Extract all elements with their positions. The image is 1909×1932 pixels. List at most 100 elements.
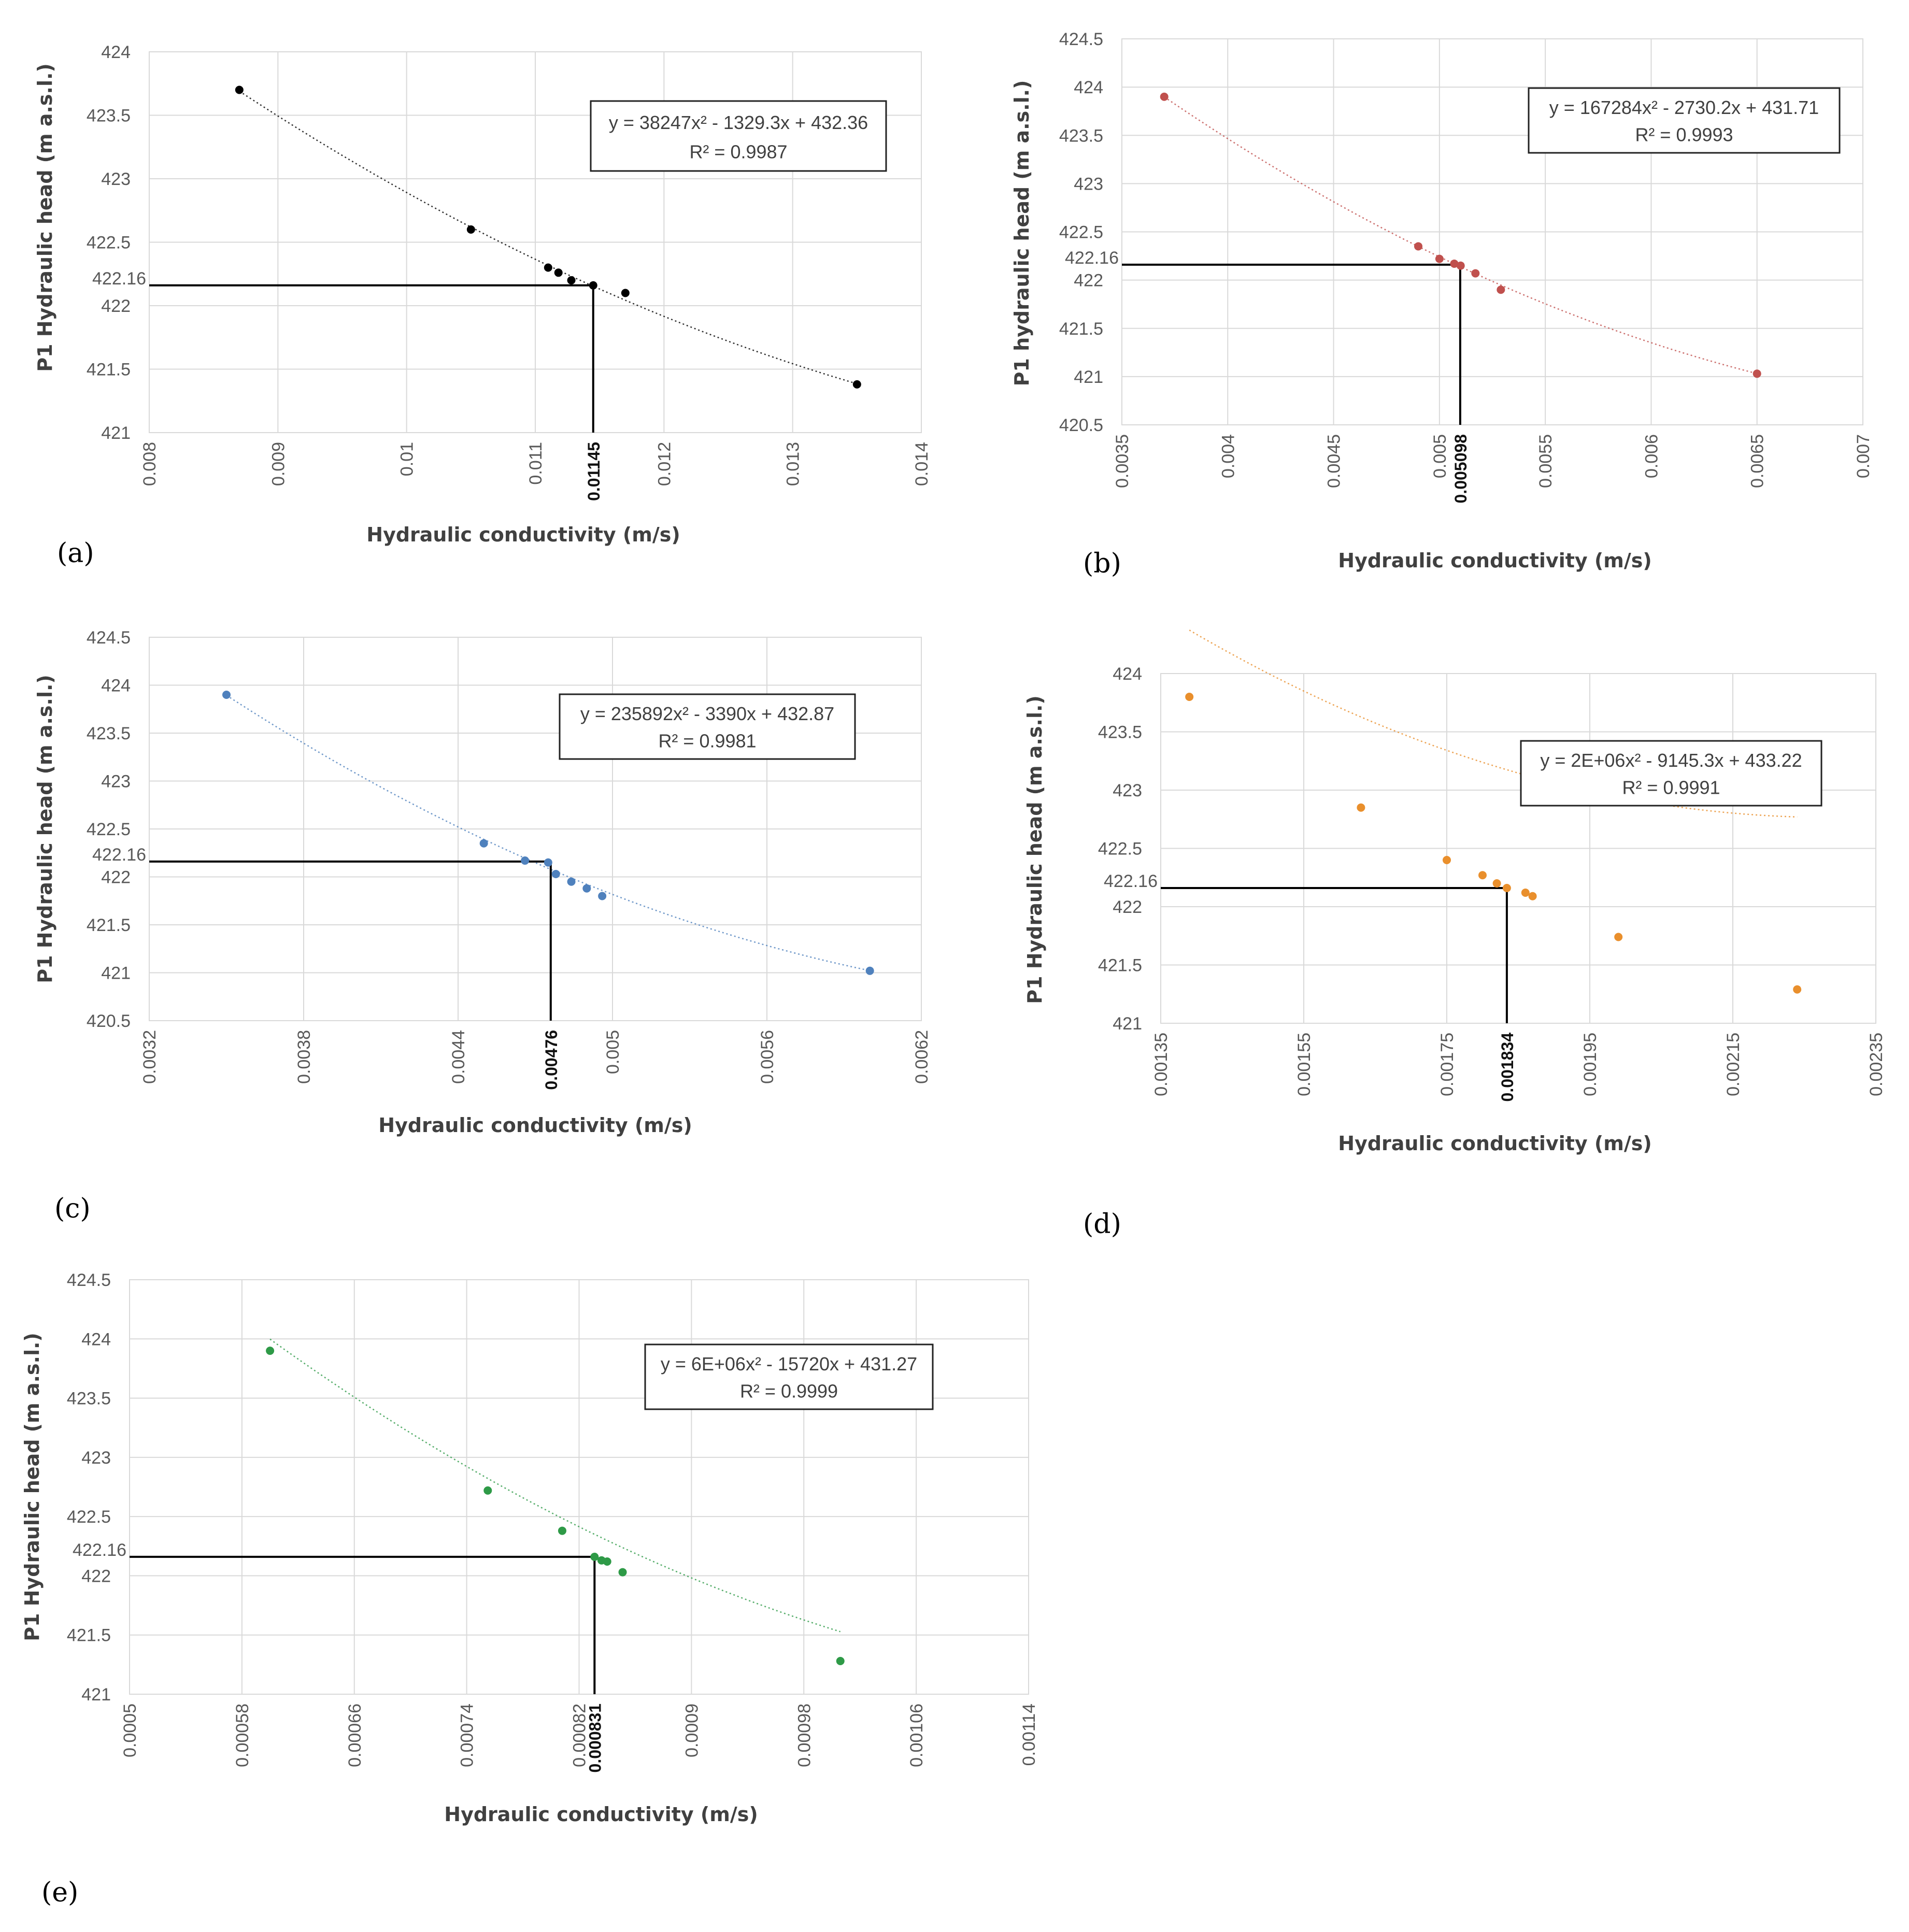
y-tick-label: 423 <box>81 1448 111 1468</box>
data-point <box>1614 933 1623 941</box>
data-point <box>582 884 591 893</box>
x-tick-label: 0.00175 <box>1437 1033 1457 1096</box>
data-point <box>1435 254 1444 263</box>
data-point <box>479 839 488 848</box>
x-tick-label: 0.005 <box>1430 434 1450 478</box>
y-tick-label: 423 <box>1074 174 1103 194</box>
y-tick-label: 423.5 <box>1098 723 1142 742</box>
y-tick-label: 423.5 <box>67 1389 111 1409</box>
equation-box <box>1520 740 1822 807</box>
y-tick-label: 421 <box>1113 1014 1142 1034</box>
x-axis-title: Hydraulic conductivity (m/s) <box>378 1114 692 1137</box>
equation-box <box>1528 87 1841 154</box>
y-tick-label: 422 <box>101 868 131 888</box>
marker-x-label: 0.005098 <box>1451 434 1470 503</box>
data-point <box>590 1552 599 1561</box>
data-point <box>1160 92 1169 101</box>
panel-label: (a) <box>57 538 94 569</box>
y-tick-label: 421 <box>101 423 131 443</box>
equation-box <box>590 100 887 172</box>
data-point <box>266 1347 275 1355</box>
data-point <box>618 1568 627 1577</box>
data-point <box>483 1486 492 1495</box>
data-point <box>222 691 231 699</box>
x-tick-label: 0.0056 <box>758 1030 777 1084</box>
data-point <box>1443 856 1451 864</box>
x-tick-label: 0.00135 <box>1151 1033 1171 1096</box>
data-point <box>598 892 607 900</box>
y-axis-title: P1 Hydraulic head (m a.s.l.) <box>21 1333 44 1641</box>
x-tick-label: 0.00066 <box>345 1704 365 1767</box>
x-tick-label: 0.00098 <box>794 1704 814 1767</box>
y-axis-title: P1 Hydraulic head (m a.s.l.) <box>1023 695 1046 1004</box>
data-point <box>1497 285 1505 294</box>
x-tick-label: 0.00114 <box>1019 1704 1039 1766</box>
marker-x-label: 0.01145 <box>585 442 603 501</box>
trendline <box>239 90 858 384</box>
y-tick-label: 422 <box>1113 897 1142 917</box>
x-tick-label: 0.011 <box>526 442 546 485</box>
trendline <box>269 1338 841 1633</box>
data-point <box>544 858 552 867</box>
trendline-equation: y = 38247x² - 1329.3x + 432.36 <box>609 112 868 133</box>
y-tick-label: 422 <box>1074 271 1103 291</box>
data-point <box>521 856 530 865</box>
data-point <box>554 268 563 277</box>
data-point <box>1521 889 1530 897</box>
y-tick-label: 422.5 <box>1059 223 1103 242</box>
data-point <box>1357 803 1365 812</box>
data-point <box>1185 693 1194 701</box>
data-point <box>1492 879 1501 888</box>
data-point <box>603 1557 611 1566</box>
y-tick-label: 424 <box>81 1329 111 1349</box>
x-tick-label: 0.007 <box>1854 434 1873 478</box>
data-point <box>865 966 874 975</box>
y-tick-label: 424 <box>1113 664 1142 684</box>
x-axis-title: Hydraulic conductivity (m/s) <box>366 523 680 546</box>
data-point <box>551 869 560 878</box>
data-point <box>1414 242 1422 251</box>
x-tick-label: 0.009 <box>268 442 288 486</box>
x-tick-label: 0.0038 <box>294 1030 314 1084</box>
r-squared: R² = 0.9981 <box>658 731 756 752</box>
y-tick-label: 421 <box>101 964 131 983</box>
data-point <box>1793 985 1802 994</box>
y-axis-title: P1 Hydraulic head (m a.s.l.) <box>34 63 56 372</box>
y-tick-label: 422 <box>81 1566 111 1586</box>
x-tick-label: 0.013 <box>783 442 803 486</box>
r-squared: R² = 0.9991 <box>1622 777 1720 798</box>
marker-y-label: 422.16 <box>1065 248 1119 268</box>
marker-x-label: 0.001834 <box>1498 1033 1517 1102</box>
y-tick-label: 423 <box>101 169 131 189</box>
x-tick-label: 0.005 <box>603 1030 623 1074</box>
data-point <box>1502 884 1511 892</box>
panel-label: (e) <box>41 1877 78 1908</box>
data-point <box>836 1657 845 1665</box>
y-tick-label: 422.5 <box>87 233 131 253</box>
x-tick-label: 0.012 <box>654 442 674 486</box>
trendline-equation: y = 2E+06x² - 9145.3x + 433.22 <box>1540 750 1802 771</box>
x-tick-label: 0.00058 <box>233 1704 252 1767</box>
chart-panel-b: 0.0035 0.004 0.0045 0.005 0.0055 0.006 0.0065 0… <box>1010 30 1873 579</box>
data-point <box>589 281 597 290</box>
trendline-equation: y = 235892x² - 3390x + 432.87 <box>580 703 834 724</box>
r-squared: R² = 0.9993 <box>1635 124 1733 146</box>
data-point <box>852 380 861 389</box>
trendline <box>1164 96 1758 375</box>
y-axis-title: P1 hydraulic head (m a.s.l.) <box>1010 80 1033 387</box>
x-tick-label: 0.0035 <box>1113 434 1132 488</box>
trendline-equation: y = 167284x² - 2730.2x + 431.71 <box>1549 97 1819 118</box>
panel-label: (d) <box>1083 1209 1121 1240</box>
y-tick-label: 421 <box>1074 367 1103 387</box>
marker-y-label: 422.16 <box>73 1540 126 1560</box>
y-tick-label: 423.5 <box>87 724 131 743</box>
chart-panel-a: 0.008 0.009 0.01 0.011 0.012 0.013 0.014 421 421… <box>34 42 932 569</box>
trendline-equation: y = 6E+06x² - 15720x + 431.27 <box>661 1353 917 1375</box>
data-point <box>1478 871 1487 880</box>
x-tick-label: 0.0005 <box>120 1704 140 1757</box>
x-tick-label: 0.00155 <box>1294 1033 1314 1096</box>
y-tick-label: 422 <box>101 296 131 316</box>
x-tick-label: 0.0032 <box>140 1030 160 1084</box>
x-tick-label: 0.00082 <box>570 1704 590 1767</box>
